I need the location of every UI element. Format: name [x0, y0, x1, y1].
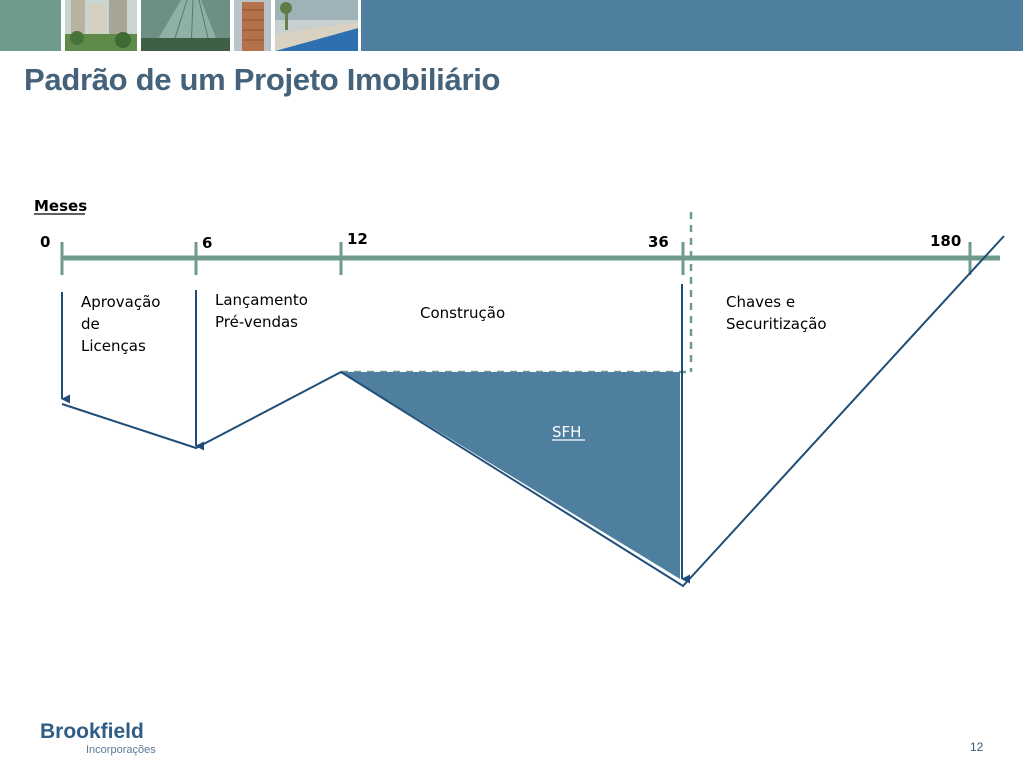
photo-towers-garden [65, 0, 137, 51]
month-label-0: 0 [40, 233, 50, 251]
phase-label-chaves: Chaves e Securitização [726, 293, 827, 333]
photo-glass-facade [141, 0, 230, 51]
sfh-area [341, 372, 680, 579]
month-label-36: 36 [648, 233, 669, 251]
brookfield-logo: Brookfield Incorporações [40, 720, 156, 756]
banner-accent-right [361, 0, 1023, 51]
logo-subtitle: Incorporações [86, 744, 156, 756]
logo-brand: Brookfield [40, 720, 144, 743]
axis-title: Meses [34, 197, 87, 215]
phase-label-construcao: Construção [420, 304, 505, 322]
month-label-6: 6 [202, 234, 212, 252]
sfh-label: SFH [552, 423, 581, 441]
month-label-180: 180 [930, 232, 961, 250]
phase-label-lancamento: Lançamento Pré-vendas [215, 291, 313, 331]
month-label-12: 12 [347, 230, 368, 248]
cash-flow-curve [61, 235, 1005, 588]
page-title: Padrão de um Projeto Imobiliário [24, 62, 501, 97]
header-banner [0, 0, 1023, 51]
banner-accent-left [0, 0, 61, 51]
page-number: 12 [970, 740, 984, 754]
photo-pool-deck [275, 0, 358, 51]
photo-residential-tower [234, 0, 271, 51]
phase-label-aprovacao: Aprovação de Licenças [81, 293, 165, 355]
